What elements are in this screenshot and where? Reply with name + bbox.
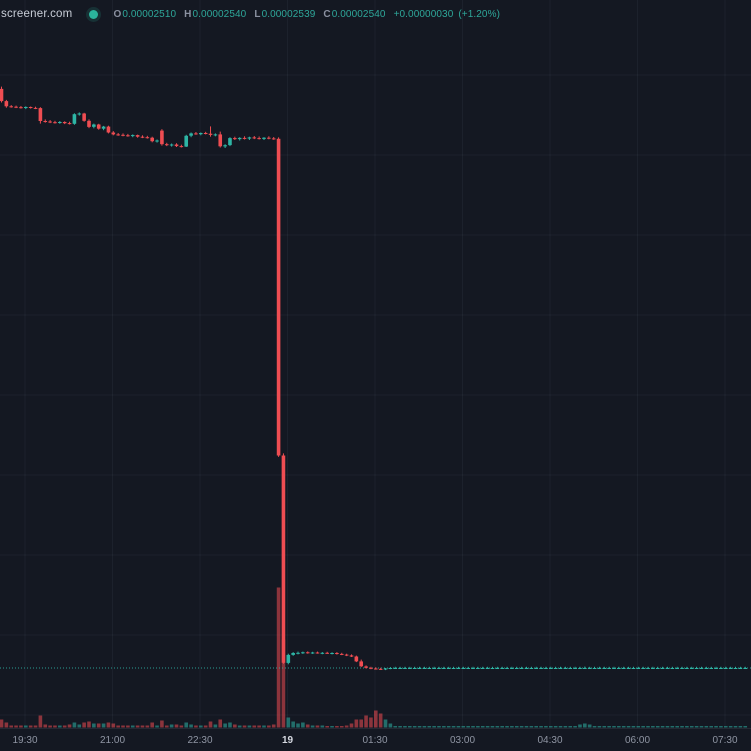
grid: [0, 0, 751, 728]
time-tick-label: 22:30: [187, 735, 213, 746]
volume-series: [0, 587, 748, 728]
time-tick-label: 04:30: [537, 735, 563, 746]
date-tick-label: 19: [281, 735, 294, 746]
candlestick-series: [0, 86, 748, 671]
time-tick-label: 21:00: [99, 735, 126, 746]
time-axis[interactable]: 19:30 21:00 22:30 19 01:30 03:00 04:30 06:00 07:…: [0, 728, 751, 751]
time-tick-label: 19:30: [12, 735, 38, 746]
time-tick-label: 01:30: [362, 735, 388, 746]
time-tick-label: 03:00: [449, 735, 476, 746]
time-tick-label: 06:00: [624, 735, 651, 746]
time-tick-label: 07:30: [712, 735, 738, 746]
